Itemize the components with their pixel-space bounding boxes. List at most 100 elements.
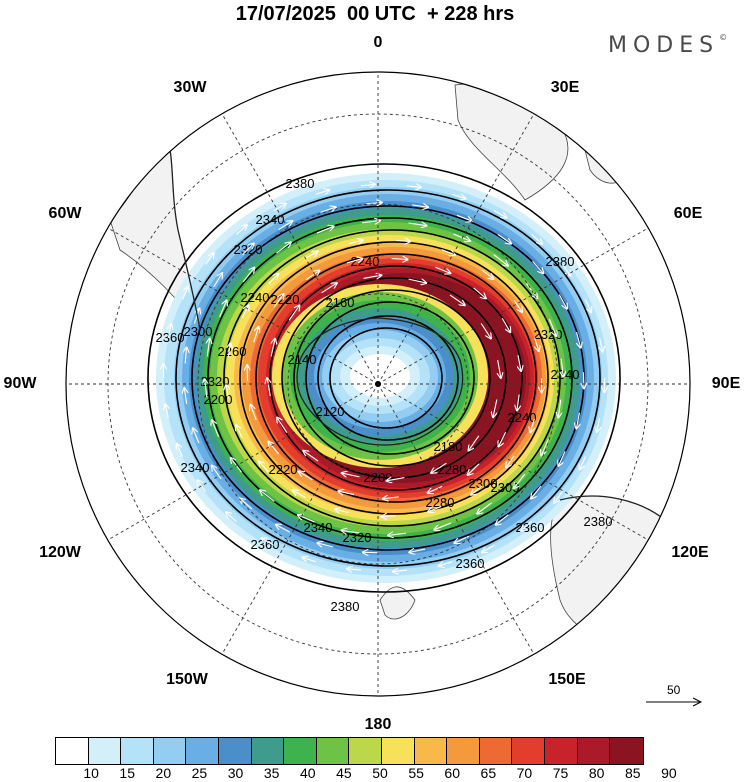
colorbar-label: 15 <box>119 765 136 781</box>
contour-label: 2300 <box>491 480 520 495</box>
lon-label-150w: 150W <box>166 671 208 688</box>
wind-arrow <box>409 549 426 552</box>
contour-label: 2220 <box>271 292 300 307</box>
wind-arrow <box>532 260 544 273</box>
madagascar-landmass <box>584 145 631 184</box>
wind-arrow <box>496 514 509 525</box>
wind-arrow <box>548 318 556 336</box>
wind-arrow <box>182 287 189 300</box>
contour-label: 2300 <box>469 476 498 491</box>
wind-arrow <box>468 463 480 475</box>
wind-arrow <box>165 404 168 419</box>
wind-arrow <box>273 204 286 212</box>
wind-arrow <box>431 462 447 473</box>
colorbar-swatch <box>381 738 415 764</box>
wind-arrow <box>521 521 532 531</box>
wind-arrow <box>428 506 442 512</box>
wind-arrow <box>493 399 497 418</box>
wind-arrow <box>228 343 230 358</box>
wind-arrow <box>456 214 472 221</box>
wind-arrow <box>514 473 526 488</box>
wind-arrow <box>597 418 600 432</box>
new-zealand-landmass <box>379 586 416 620</box>
height-contour <box>255 253 537 503</box>
wind-arrow <box>306 271 319 281</box>
colorbar-label: 75 <box>552 765 569 781</box>
lon-label-0: 0 <box>373 34 383 51</box>
colorbar-label: 60 <box>444 765 461 781</box>
wind-arrow <box>561 358 563 377</box>
wind-arrow <box>482 269 493 279</box>
wind-arrow <box>406 186 421 187</box>
wind-arrow <box>435 266 450 273</box>
colorbar-swatch <box>251 738 285 764</box>
wind-arrow <box>338 491 355 495</box>
colorbar-label: 85 <box>624 765 641 781</box>
contour-label: 2380 <box>286 176 315 191</box>
wind-arrow <box>268 274 279 285</box>
wind-arrow <box>498 359 501 378</box>
wind-arrow <box>251 405 257 421</box>
wind-arrow <box>383 497 399 499</box>
colorbar-swatch <box>56 738 89 764</box>
lon-label-90w: 90W <box>3 375 37 392</box>
meridian-line <box>221 113 379 385</box>
meridian-line <box>377 383 649 541</box>
contour-label: 2340 <box>256 212 285 227</box>
wind-arrow <box>441 249 455 255</box>
height-contour <box>281 277 507 479</box>
wind-arrow <box>541 438 549 456</box>
colorbar-label: 20 <box>155 765 172 781</box>
wind-arrow <box>267 378 270 397</box>
wind-arrow <box>477 502 492 514</box>
wind-arrow <box>240 498 253 510</box>
contour-label: 2140 <box>288 352 317 367</box>
wind-arrow <box>299 471 313 481</box>
wind-arrow <box>236 225 246 235</box>
colorbar-swatch <box>544 738 578 764</box>
contour-label: 2240 <box>241 290 270 305</box>
colorbar-label: 55 <box>408 765 424 781</box>
wind-arrow <box>298 515 315 523</box>
contour-label: 2380 <box>546 254 575 269</box>
colorbar-swatch <box>316 738 350 764</box>
wind-arrow <box>480 323 491 338</box>
wind-arrow <box>342 530 360 532</box>
wind-arrow <box>226 385 228 399</box>
colorbar-label: 50 <box>372 765 388 781</box>
wind-arrow <box>177 444 184 457</box>
colorbar-swatch <box>610 738 643 764</box>
contour-label: 2340 <box>304 520 333 535</box>
contour-label: 2280 <box>426 495 455 510</box>
meridian-line <box>107 383 379 541</box>
height-contour <box>293 289 491 467</box>
wind-arrow <box>185 347 186 364</box>
colorbar-label: 35 <box>263 765 280 781</box>
wind-arrow <box>219 301 227 318</box>
wind-arrow <box>262 538 275 546</box>
contour-label: 2200 <box>204 392 233 407</box>
contour-label: 2360 <box>456 556 485 571</box>
wind-arrow <box>273 294 283 308</box>
wind-arrow <box>226 512 237 522</box>
wind-arrow <box>451 193 465 198</box>
wind-arrow <box>197 480 207 492</box>
wind-arrow <box>236 425 243 438</box>
height-contour <box>147 163 621 593</box>
wind-arrow <box>271 339 275 357</box>
wind-arrow <box>501 318 510 332</box>
colorbar-label: 90 <box>661 765 677 781</box>
colorbar-swatch <box>284 738 317 764</box>
wind-arrow <box>393 570 408 571</box>
wind-arrow <box>241 305 248 319</box>
meridian-line <box>221 383 379 655</box>
colorbar-swatch <box>153 738 187 764</box>
colorbar-swatch <box>186 738 219 764</box>
wind-arrow <box>583 372 584 388</box>
reference-vector-arrow <box>646 697 703 707</box>
colorbar-swatch <box>512 738 545 764</box>
wind-arrow <box>412 205 428 207</box>
wind-arrow <box>469 435 480 451</box>
colorbar-swatch <box>447 738 480 764</box>
colorbar-labels: 10 15 20 25 30 35 40 45 50 55 60 65 70 75 80 85 90 <box>55 765 705 781</box>
